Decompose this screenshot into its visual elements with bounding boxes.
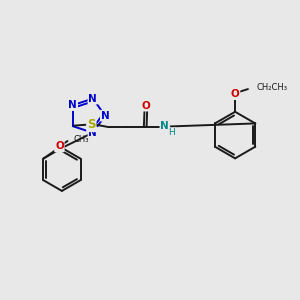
Text: N: N (68, 100, 77, 110)
Text: CH₃: CH₃ (73, 135, 89, 144)
Text: S: S (87, 118, 96, 131)
Text: O: O (231, 89, 239, 99)
Text: CH₂CH₃: CH₂CH₃ (256, 83, 287, 92)
Text: O: O (55, 141, 64, 152)
Text: O: O (141, 100, 150, 111)
Text: N: N (88, 94, 97, 103)
Text: N: N (101, 111, 110, 121)
Text: H: H (169, 128, 175, 137)
Text: N: N (160, 122, 169, 131)
Text: N: N (88, 128, 97, 138)
